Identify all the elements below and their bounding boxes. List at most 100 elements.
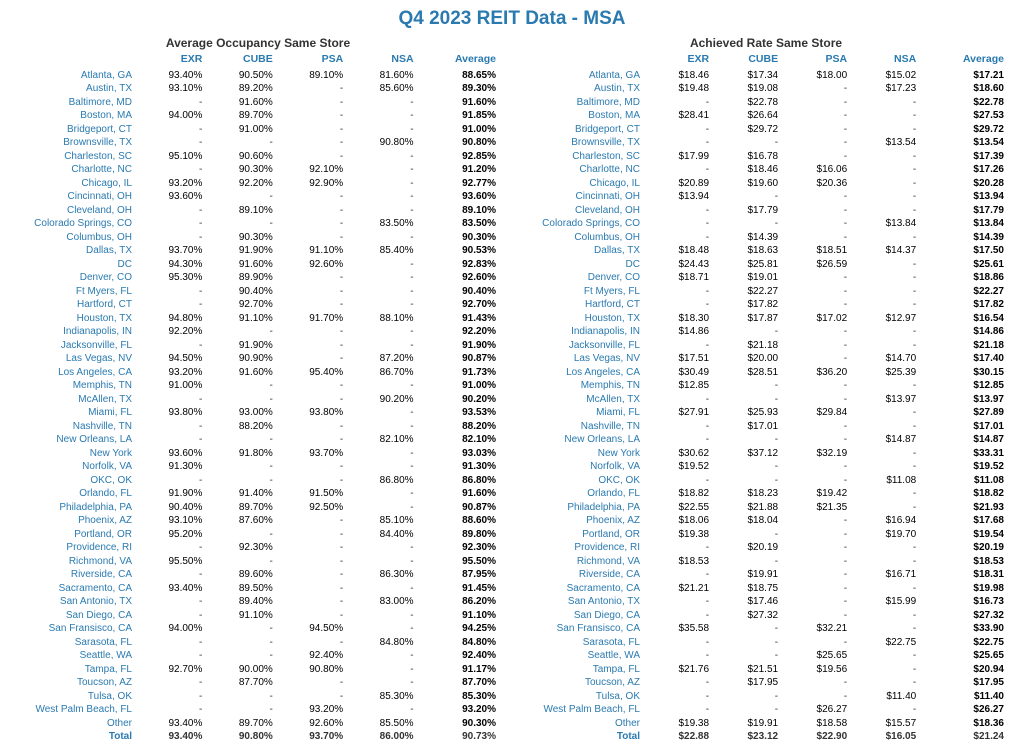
table-row: Columbus, OH-$14.39--$14.39 — [524, 231, 1008, 245]
cell-value: 91.60% — [206, 96, 276, 110]
cell-value: $18.06 — [644, 515, 713, 529]
cell-value: - — [644, 96, 713, 110]
cell-value: $19.38 — [644, 528, 713, 542]
cell-value: - — [347, 407, 417, 421]
cell-value: - — [277, 596, 347, 610]
cell-value: - — [277, 83, 347, 97]
cell-value: - — [206, 191, 276, 205]
cell-value: - — [782, 150, 851, 164]
cell-value: - — [347, 663, 417, 677]
cell-value: - — [277, 528, 347, 542]
cell-value: 93.03% — [418, 447, 500, 461]
table-row: New Orleans, LA---82.10%82.10% — [16, 434, 500, 448]
cell-value: 90.90% — [206, 353, 276, 367]
cell-msa: Providence, RI — [524, 542, 644, 556]
cell-value: - — [136, 569, 206, 583]
cell-value: 94.00% — [136, 110, 206, 124]
cell-value: - — [206, 650, 276, 664]
cell-msa: Memphis, TN — [524, 380, 644, 394]
cell-value: - — [136, 231, 206, 245]
cell-value: 91.30% — [136, 461, 206, 475]
cell-value: - — [713, 650, 782, 664]
cell-value: 85.30% — [418, 690, 500, 704]
cell-value: - — [782, 677, 851, 691]
cell-msa: Indianapolis, IN — [524, 326, 644, 340]
cell-value: - — [851, 272, 920, 286]
table-row: Portland, OR$19.38--$19.70$19.54 — [524, 528, 1008, 542]
cell-value: - — [136, 609, 206, 623]
cell-msa: OKC, OK — [16, 474, 136, 488]
cell-msa: Las Vegas, NV — [524, 353, 644, 367]
cell-value: 95.20% — [136, 528, 206, 542]
table-row: Richmond, VA$18.53---$18.53 — [524, 555, 1008, 569]
cell-value: 92.30% — [418, 542, 500, 556]
cell-value: 90.73% — [418, 731, 500, 745]
cell-msa: Sarasota, FL — [524, 636, 644, 650]
cell-value: - — [277, 204, 347, 218]
cell-msa: Orlando, FL — [524, 488, 644, 502]
cell-value: - — [851, 582, 920, 596]
table-row: Nashville, TN-$17.01--$17.01 — [524, 420, 1008, 434]
cell-msa: Baltimore, MD — [524, 96, 644, 110]
table-row: McAllen, TX---$13.97$13.97 — [524, 393, 1008, 407]
cell-value: - — [713, 137, 782, 151]
cell-value: 91.80% — [206, 447, 276, 461]
table-row: Denver, CO$18.71$19.01--$18.86 — [524, 272, 1008, 286]
cell-value: $25.65 — [920, 650, 1008, 664]
cell-value: - — [713, 461, 782, 475]
cell-value: - — [851, 501, 920, 515]
table-row: Tampa, FL92.70%90.00%90.80%-91.17% — [16, 663, 500, 677]
cell-value: - — [644, 285, 713, 299]
cell-value: $17.21 — [920, 69, 1008, 83]
cell-value: $18.82 — [920, 488, 1008, 502]
cell-value: - — [277, 123, 347, 137]
cell-value: - — [347, 164, 417, 178]
table-row: Indianapolis, IN92.20%---92.20% — [16, 326, 500, 340]
cell-msa: Cleveland, OH — [16, 204, 136, 218]
cell-msa: Cleveland, OH — [524, 204, 644, 218]
cell-value: $22.78 — [713, 96, 782, 110]
cell-value: - — [136, 137, 206, 151]
cell-value: - — [206, 393, 276, 407]
cell-value: - — [206, 636, 276, 650]
cell-value: 83.00% — [347, 596, 417, 610]
cell-value: $16.54 — [920, 312, 1008, 326]
cell-value: $19.52 — [920, 461, 1008, 475]
cell-value: $17.50 — [920, 245, 1008, 259]
cell-value: 82.10% — [347, 434, 417, 448]
cell-value: - — [851, 555, 920, 569]
cell-value: - — [277, 515, 347, 529]
cell-value: 90.53% — [418, 245, 500, 259]
table-row: Las Vegas, NV94.50%90.90%-87.20%90.87% — [16, 353, 500, 367]
cell-value: - — [136, 393, 206, 407]
cell-value: 88.20% — [206, 420, 276, 434]
table-row: Chicago, IL$20.89$19.60$20.36-$20.28 — [524, 177, 1008, 191]
cell-value: - — [644, 609, 713, 623]
cell-value: - — [347, 339, 417, 353]
table-row: Other$19.38$19.91$18.58$15.57$18.36 — [524, 717, 1008, 731]
table-row: Cleveland, OH-89.10%--89.10% — [16, 204, 500, 218]
cell-msa: Nashville, TN — [16, 420, 136, 434]
cell-value: - — [851, 623, 920, 637]
cell-value: $17.79 — [920, 204, 1008, 218]
cell-value: 93.40% — [136, 69, 206, 83]
table-row: Norfolk, VA$19.52---$19.52 — [524, 461, 1008, 475]
cell-value: - — [644, 137, 713, 151]
cell-value: 86.70% — [347, 366, 417, 380]
cell-value: - — [713, 528, 782, 542]
cell-value: - — [277, 285, 347, 299]
cell-value: $35.58 — [644, 623, 713, 637]
cell-value: $32.19 — [782, 447, 851, 461]
cell-value: 91.90% — [136, 488, 206, 502]
cell-value: - — [782, 636, 851, 650]
table-row: Total$22.88$23.12$22.90$16.05$21.24 — [524, 731, 1008, 745]
cell-value: - — [136, 636, 206, 650]
cell-msa: San Antonio, TX — [524, 596, 644, 610]
cell-value: - — [206, 623, 276, 637]
cell-value: - — [347, 650, 417, 664]
panel-occupancy-title: Average Occupancy Same Store — [16, 36, 500, 50]
cell-msa: Denver, CO — [524, 272, 644, 286]
table-row: San Diego, CA-91.10%--91.10% — [16, 609, 500, 623]
table-row: DC94.30%91.60%92.60%-92.83% — [16, 258, 500, 272]
cell-value: - — [782, 690, 851, 704]
